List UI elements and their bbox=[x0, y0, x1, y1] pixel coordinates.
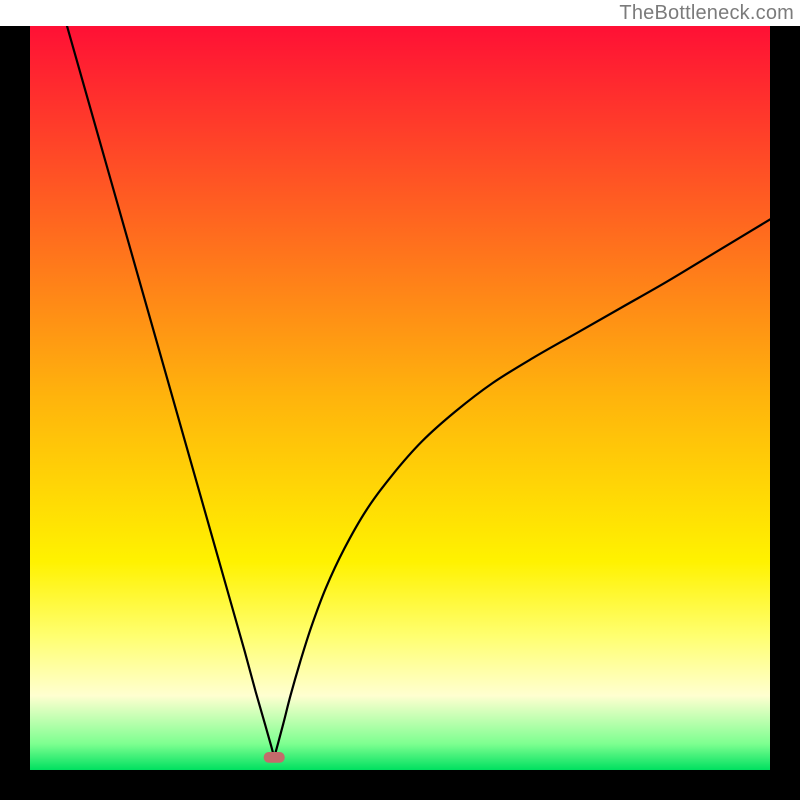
vertex-marker bbox=[264, 752, 285, 763]
bottleneck-curve-chart bbox=[30, 26, 770, 770]
plot-area bbox=[30, 26, 770, 770]
plot-border bbox=[0, 26, 800, 800]
watermark-text: TheBottleneck.com bbox=[619, 2, 794, 25]
gradient-background bbox=[30, 26, 770, 770]
chart-frame: TheBottleneck.com bbox=[0, 0, 800, 800]
